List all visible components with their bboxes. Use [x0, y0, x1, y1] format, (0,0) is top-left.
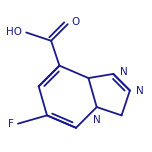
Text: F: F: [8, 119, 14, 129]
Text: O: O: [72, 17, 80, 27]
Text: N: N: [119, 67, 127, 77]
Text: HO: HO: [6, 28, 22, 38]
Text: N: N: [93, 115, 101, 125]
Text: N: N: [136, 86, 144, 95]
